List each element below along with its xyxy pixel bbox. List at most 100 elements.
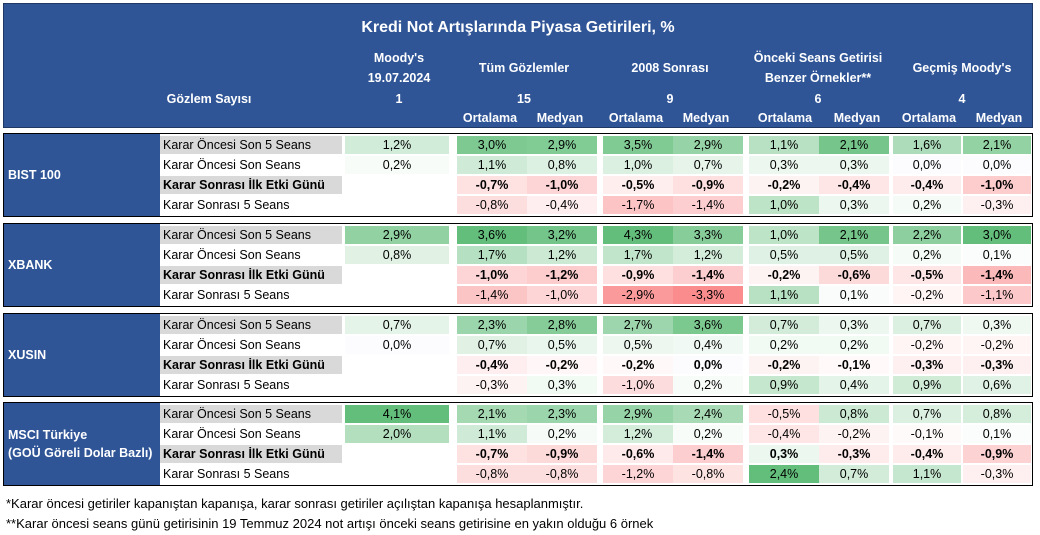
table-row: Karar Öncesi Son Seans 0,0% 0,7% 0,5% 0,5% 0,… — [160, 335, 1031, 355]
block-label: MSCI Türkiye (GOÜ Göreli Dolar Bazlı) — [4, 403, 160, 485]
table-cell: -0,1% — [819, 356, 889, 374]
table-cell: -0,3% — [893, 356, 961, 374]
table-cell: 2,9% — [673, 136, 743, 154]
table-cell: 0,8% — [527, 156, 597, 174]
row-label: Karar Öncesi Son Seans — [163, 158, 301, 172]
table-cell: 1,1% — [457, 425, 527, 443]
table-cell: 1,7% — [603, 246, 673, 264]
table-cell: -0,4% — [893, 176, 961, 194]
footnote-2: **Karar öncesi seans günü getirisinin 19… — [6, 516, 654, 531]
col-moodys-date: 19.07.2024 — [367, 71, 431, 85]
table-cell: 0,4% — [819, 376, 889, 394]
table-cell: 2,4% — [749, 465, 819, 483]
table-cell: 0,5% — [819, 246, 889, 264]
table-cell: -0,8% — [457, 196, 527, 214]
block-xbank: XBANK Karar Öncesi Son 5 Seans 2,9% 3,6% 3,2… — [3, 223, 1033, 307]
col-2008-avg: Ortalama — [608, 111, 664, 125]
block-name: BIST 100 — [8, 168, 61, 182]
table-cell: -0,8% — [457, 465, 527, 483]
table-cell: -0,9% — [673, 176, 743, 194]
col-2008-count: 9 — [666, 92, 674, 106]
table-cell: -3,3% — [673, 286, 743, 304]
block-label: XUSIN — [4, 314, 160, 396]
table-cell: 2,9% — [603, 405, 673, 423]
table-cell: 0,3% — [819, 156, 889, 174]
table-cell: 0,7% — [345, 316, 449, 334]
table-row: Karar Öncesi Son Seans 0,8% 1,7% 1,2% 1,7% 1,… — [160, 245, 1031, 265]
col-past-moodys-count: 4 — [958, 92, 966, 106]
row-label: Karar Sonrası 5 Seans — [163, 467, 290, 481]
table-cell: -0,2% — [749, 356, 819, 374]
row-label: Karar Öncesi Son Seans — [163, 338, 301, 352]
col-2008-name: 2008 Sonrası — [631, 61, 709, 75]
table-cell: 0,2% — [893, 196, 961, 214]
table-cell: -0,9% — [963, 445, 1031, 463]
table-row: Karar Sonrası 5 Seans -0,8% -0,4% -1,7% -1,4… — [160, 195, 1031, 215]
row-label: Karar Öncesi Son 5 Seans — [160, 405, 342, 423]
table-cell: 3,6% — [457, 226, 527, 244]
table-title: Kredi Not Artışlarında Piyasa Getirileri… — [361, 19, 675, 36]
table-cell: -1,0% — [603, 376, 673, 394]
table-cell: 0,2% — [673, 425, 743, 443]
table-row: Karar Öncesi Son Seans 0,2% 1,1% 0,8% 1,0% 0,… — [160, 155, 1031, 175]
table-cell: 0,8% — [345, 246, 449, 264]
table-cell: -0,2% — [893, 286, 961, 304]
table-cell: -1,0% — [527, 286, 597, 304]
table-cell — [345, 286, 449, 304]
col-prev-name: Önceki Seans Getirisi — [753, 51, 883, 65]
table-cell: -0,2% — [893, 336, 961, 354]
table-cell: 0,5% — [527, 336, 597, 354]
table-cell: -1,4% — [673, 266, 743, 284]
table-cell — [345, 196, 449, 214]
table-cell: 0,8% — [963, 405, 1031, 423]
table-cell: 0,7% — [457, 336, 527, 354]
table-cell: 1,2% — [527, 246, 597, 264]
table-cell: 3,2% — [527, 226, 597, 244]
table-cell: 3,3% — [673, 226, 743, 244]
table-cell: -0,4% — [527, 196, 597, 214]
row-label: Karar Sonrası 5 Seans — [163, 198, 290, 212]
table-cell: 1,1% — [457, 156, 527, 174]
table-cell: 0,7% — [673, 156, 743, 174]
table-cell: -0,2% — [749, 176, 819, 194]
table-cell: 2,4% — [673, 405, 743, 423]
table-row: Karar Sonrası İlk Etki Günü -0,4% -0,2% -0,… — [160, 355, 1031, 375]
table-cell — [345, 465, 449, 483]
table-cell: -0,4% — [819, 176, 889, 194]
table-cell: 2,3% — [457, 316, 527, 334]
table-cell: 0,3% — [819, 196, 889, 214]
table-cell: 1,7% — [457, 246, 527, 264]
table-cell: 1,0% — [603, 156, 673, 174]
table-cell: 0,7% — [749, 316, 819, 334]
table-cell: -1,4% — [457, 286, 527, 304]
table-cell: 4,1% — [345, 405, 449, 423]
table-cell: 0,0% — [963, 156, 1031, 174]
table-row: Karar Öncesi Son Seans 2,0% 1,1% 0,2% 1,2% 0,… — [160, 424, 1031, 444]
table-cell: 0,3% — [819, 316, 889, 334]
table-cell: 0,1% — [819, 286, 889, 304]
table-cell: -0,2% — [603, 356, 673, 374]
table-cell — [345, 176, 449, 194]
col-all-med: Medyan — [536, 111, 584, 125]
table-cell: 2,7% — [603, 316, 673, 334]
table-row: Karar Sonrası İlk Etki Günü -0,7% -0,9% -0,… — [160, 444, 1031, 464]
col-prev-med: Medyan — [833, 111, 881, 125]
table-cell: -1,4% — [673, 445, 743, 463]
table-cell: -0,9% — [603, 266, 673, 284]
table-cell: 1,0% — [749, 226, 819, 244]
table-cell: -1,0% — [963, 176, 1031, 194]
table-cell: 1,1% — [749, 136, 819, 154]
col-all-avg: Ortalama — [462, 111, 518, 125]
table-cell — [345, 376, 449, 394]
table-cell: 0,2% — [673, 376, 743, 394]
row-label: Karar Sonrası 5 Seans — [163, 378, 290, 392]
table-cell — [345, 445, 449, 463]
table-cell: -0,4% — [749, 425, 819, 443]
table-cell: 3,0% — [457, 136, 527, 154]
col-prev-count: 6 — [814, 92, 822, 106]
table-cell: -1,2% — [603, 465, 673, 483]
table-cell: -0,5% — [749, 405, 819, 423]
col-prev-avg: Ortalama — [757, 111, 813, 125]
table-cell: -1,0% — [527, 176, 597, 194]
col-2008-med: Medyan — [682, 111, 730, 125]
